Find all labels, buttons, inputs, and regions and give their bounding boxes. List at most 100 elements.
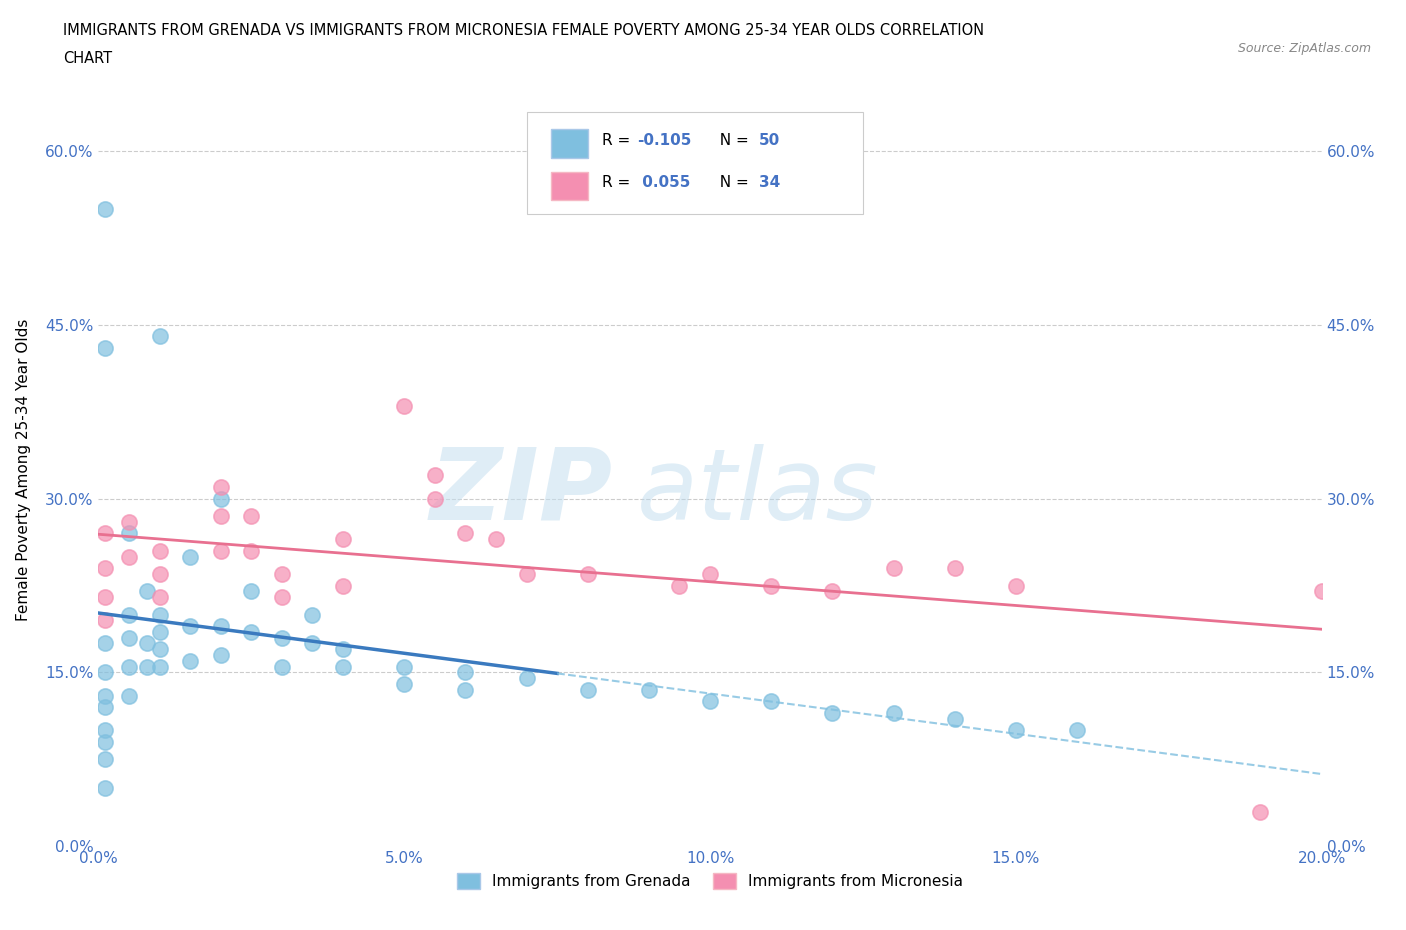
Point <box>576 683 599 698</box>
Point <box>637 683 661 698</box>
Point <box>270 566 292 581</box>
Point <box>759 578 782 593</box>
Point <box>516 671 538 685</box>
Text: -0.105: -0.105 <box>637 133 690 148</box>
Point <box>93 613 115 628</box>
Text: 0.055: 0.055 <box>637 175 690 190</box>
FancyBboxPatch shape <box>526 112 863 214</box>
Point <box>240 509 263 524</box>
Point <box>943 561 966 576</box>
Point <box>1066 723 1088 737</box>
Point <box>821 584 844 599</box>
Point <box>149 607 172 622</box>
Point <box>1310 584 1333 599</box>
Legend: Immigrants from Grenada, Immigrants from Micronesia: Immigrants from Grenada, Immigrants from… <box>450 867 970 896</box>
Point <box>699 566 721 581</box>
Text: CHART: CHART <box>63 51 112 66</box>
Point <box>270 659 292 674</box>
Point <box>209 491 232 506</box>
FancyBboxPatch shape <box>551 172 588 200</box>
Point <box>149 659 172 674</box>
Point <box>93 735 115 750</box>
Point <box>93 202 115 217</box>
Point <box>93 561 115 576</box>
Point <box>423 468 446 483</box>
Point <box>883 561 905 576</box>
Point <box>118 514 141 529</box>
Point <box>759 694 782 709</box>
Point <box>332 578 354 593</box>
Point <box>209 480 232 495</box>
Point <box>179 549 201 564</box>
Point <box>93 688 115 703</box>
Point <box>270 631 292 645</box>
Point <box>93 340 115 355</box>
Point <box>149 642 172 657</box>
Text: N =: N = <box>710 175 754 190</box>
Point <box>149 624 172 639</box>
Point <box>179 654 201 669</box>
Point <box>332 532 354 547</box>
Point <box>668 578 690 593</box>
Point <box>454 526 477 541</box>
Point <box>699 694 721 709</box>
Point <box>118 549 141 564</box>
Point <box>209 509 232 524</box>
Point <box>240 624 263 639</box>
Point <box>270 590 292 604</box>
Point <box>454 665 477 680</box>
Point <box>1004 578 1026 593</box>
Point <box>332 642 354 657</box>
Point <box>136 584 159 599</box>
Text: R =: R = <box>602 133 636 148</box>
Text: R =: R = <box>602 175 636 190</box>
Text: IMMIGRANTS FROM GRENADA VS IMMIGRANTS FROM MICRONESIA FEMALE POVERTY AMONG 25-34: IMMIGRANTS FROM GRENADA VS IMMIGRANTS FR… <box>63 23 984 38</box>
Point <box>392 398 416 413</box>
Point <box>93 723 115 737</box>
Point <box>516 566 538 581</box>
Point <box>392 659 416 674</box>
Point <box>392 677 416 692</box>
Y-axis label: Female Poverty Among 25-34 Year Olds: Female Poverty Among 25-34 Year Olds <box>17 318 31 621</box>
Point <box>209 543 232 558</box>
Point <box>485 532 508 547</box>
Point <box>93 590 115 604</box>
Point <box>332 659 354 674</box>
Point <box>136 636 159 651</box>
Point <box>423 491 446 506</box>
Point <box>149 543 172 558</box>
Point <box>93 636 115 651</box>
Point <box>821 706 844 721</box>
Point <box>93 665 115 680</box>
Text: ZIP: ZIP <box>429 444 612 540</box>
Point <box>118 659 141 674</box>
Point <box>883 706 905 721</box>
Point <box>1004 723 1026 737</box>
Point <box>209 647 232 662</box>
Point <box>149 566 172 581</box>
Point <box>136 659 159 674</box>
Point <box>454 683 477 698</box>
Point <box>576 566 599 581</box>
Text: atlas: atlas <box>637 444 879 540</box>
Point <box>93 699 115 714</box>
Point <box>93 752 115 767</box>
Point <box>943 711 966 726</box>
Point <box>301 636 323 651</box>
Point <box>93 526 115 541</box>
Text: 34: 34 <box>759 175 780 190</box>
Point <box>118 631 141 645</box>
Point <box>209 618 232 633</box>
Point <box>301 607 323 622</box>
Point <box>1249 804 1271 819</box>
Point <box>149 590 172 604</box>
Text: 50: 50 <box>759 133 780 148</box>
Point <box>118 607 141 622</box>
Point <box>240 543 263 558</box>
Point <box>149 329 172 344</box>
Point <box>240 584 263 599</box>
Point <box>118 688 141 703</box>
Point <box>93 781 115 796</box>
Point <box>179 618 201 633</box>
Text: N =: N = <box>710 133 754 148</box>
